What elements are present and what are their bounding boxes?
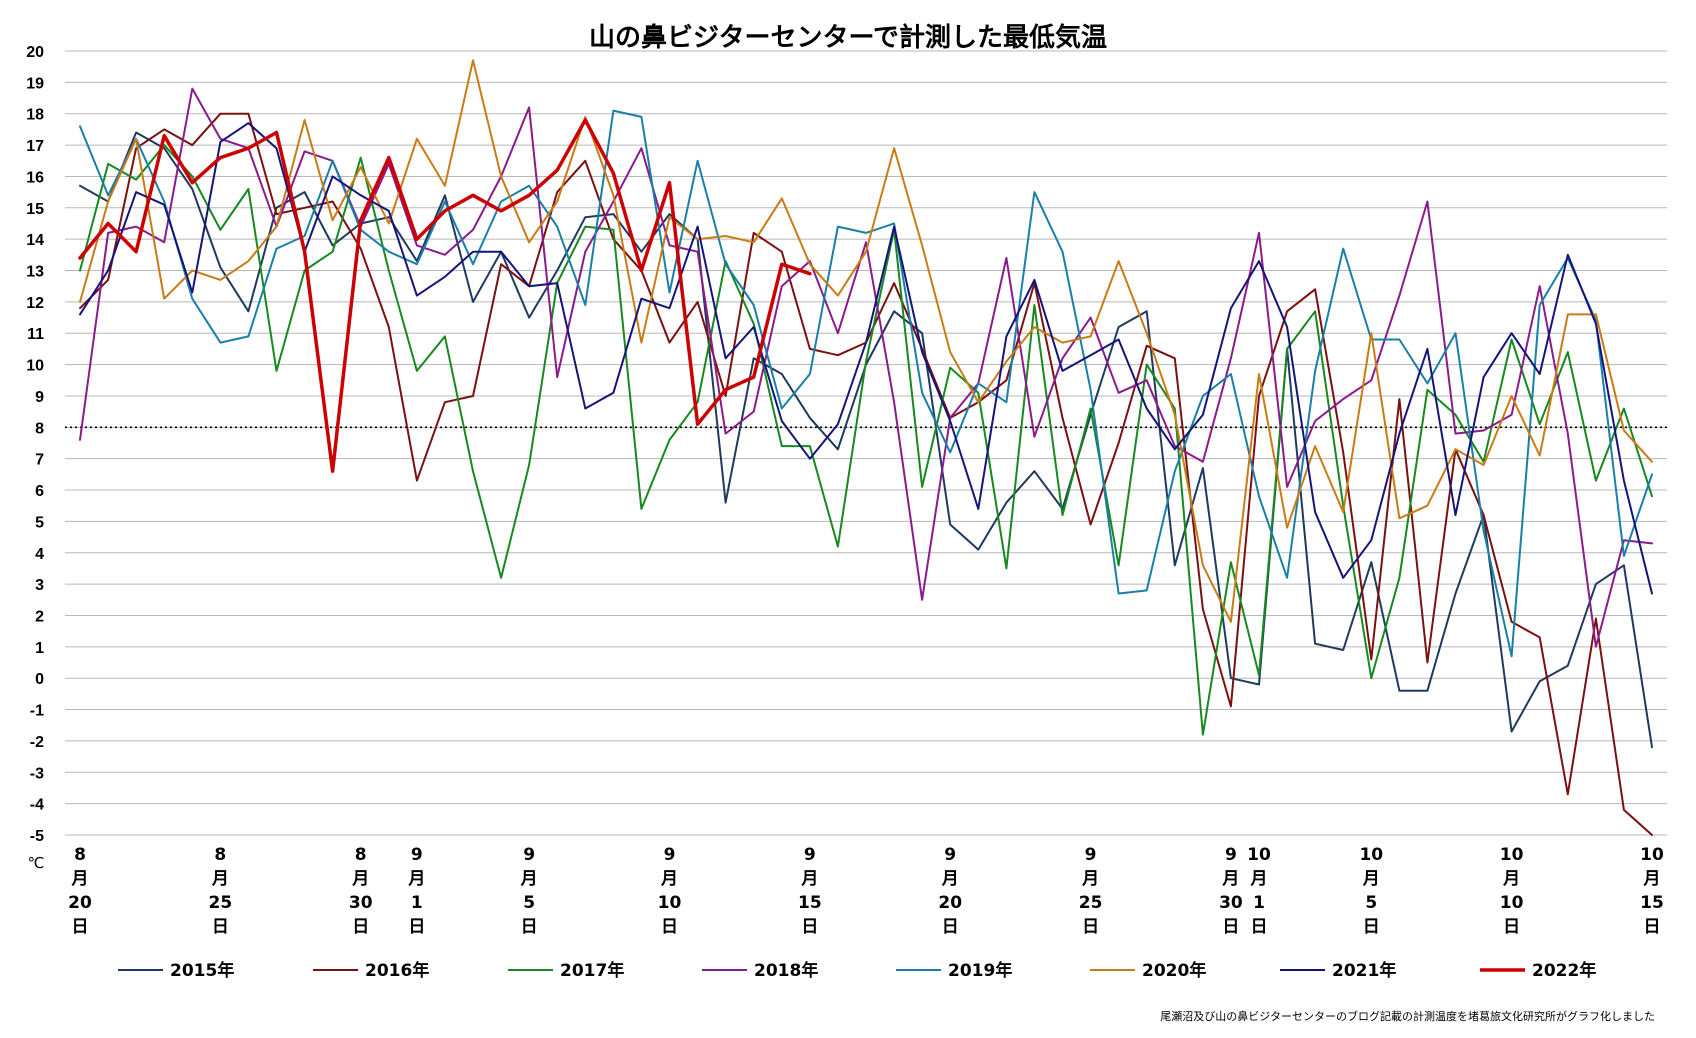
x-tick-label: 9 月 25 日	[1079, 845, 1103, 937]
legend-label: 2018年	[754, 960, 818, 981]
y-tick-label: 16	[26, 169, 44, 186]
chart-title: 山の鼻ビジターセンターで計測した最低気温	[589, 22, 1107, 53]
y-tick-label: -5	[30, 828, 44, 845]
y-tick-label: 0	[35, 671, 44, 688]
x-tick-label: 9 月 30 日	[1219, 845, 1243, 937]
x-tick-label: 8 月 30 日	[349, 845, 373, 937]
y-tick-label: 9	[35, 389, 44, 406]
credit-note: 尾瀬沼及び山の鼻ビジターセンターのブログ記載の計測温度を堵葛旅文化研究所がグラフ…	[1160, 1009, 1655, 1023]
x-tick-label: 10 月 5 日	[1359, 845, 1383, 937]
x-tick-label: 10 月 1 日	[1247, 845, 1271, 937]
series-line-2015年	[79, 131, 1653, 749]
series-line-2017年	[79, 144, 1653, 736]
legend-label: 2019年	[948, 960, 1012, 981]
series-line-2020年	[79, 59, 1653, 623]
y-tick-label: 7	[35, 452, 44, 469]
y-tick-label: 8	[35, 420, 44, 437]
legend-label: 2017年	[560, 960, 624, 981]
y-tick-label: 1	[35, 640, 44, 657]
y-tick-label: 2	[35, 608, 44, 625]
y-tick-label: 14	[26, 232, 44, 249]
x-tick-label: 8 月 20 日	[68, 845, 92, 937]
y-tick-label: 12	[26, 295, 44, 312]
x-tick-label: 9 月 15 日	[798, 845, 822, 937]
x-tick-label: 8 月 25 日	[209, 845, 233, 937]
series-lines	[78, 59, 1653, 836]
y-tick-label: 20	[26, 44, 44, 61]
grid	[65, 50, 1667, 836]
y-tick-label: 13	[26, 264, 44, 281]
y-tick-label: 19	[26, 75, 44, 92]
y-tick-label: 3	[35, 577, 44, 594]
x-tick-label: 10 月 15 日	[1640, 845, 1664, 937]
x-axis-ticks: 8 月 20 日 8 月 25 日 8 月 30 日 9 月 1 日 9 月 5 日 9 月 10 日 9 月 15 日 9 月 20 日 9 月…	[68, 845, 1664, 937]
y-tick-label: 5	[35, 514, 44, 531]
y-tick-label: -3	[30, 765, 44, 782]
y-tick-label: 10	[26, 358, 44, 375]
y-axis-unit: ℃	[28, 854, 45, 872]
series-line-2021年	[79, 122, 1653, 595]
x-tick-label: 9 月 10 日	[658, 845, 682, 937]
series-line-2022年	[78, 118, 812, 473]
x-tick-label: 9 月 20 日	[938, 845, 962, 937]
y-tick-label: -2	[30, 734, 44, 751]
y-tick-label: 17	[26, 138, 44, 155]
y-tick-label: 18	[26, 107, 44, 124]
legend-label: 2015年	[170, 960, 234, 981]
y-tick-label: 4	[35, 546, 44, 563]
y-tick-label: 6	[35, 483, 44, 500]
legend-label: 2020年	[1142, 960, 1206, 981]
x-tick-label: 10 月 10 日	[1500, 845, 1524, 937]
y-tick-label: 15	[26, 201, 44, 218]
legend-label: 2021年	[1332, 960, 1396, 981]
legend: 2015年 2016年 2017年 2018年 2019年 2020年 2021年 2022年	[118, 960, 1596, 981]
y-tick-label: 11	[27, 326, 44, 343]
y-axis-ticks: 20191817161514131211109876543210-1-2-3-4…	[26, 44, 44, 845]
legend-label: 2016年	[365, 960, 429, 981]
y-tick-label: -4	[30, 797, 44, 814]
y-tick-label: -1	[30, 703, 44, 720]
legend-label: 2022年	[1532, 960, 1596, 981]
